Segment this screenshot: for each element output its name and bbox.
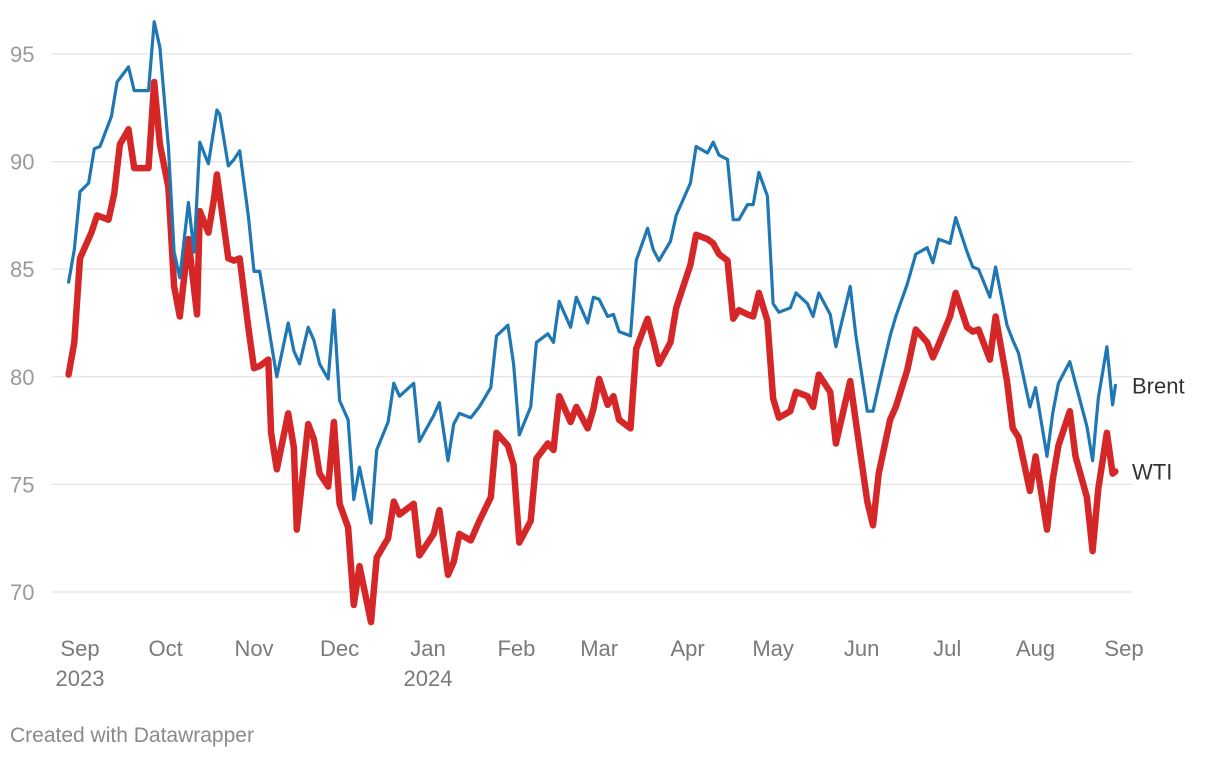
series-label-wti: WTI bbox=[1132, 459, 1172, 484]
y-tick-label: 75 bbox=[10, 472, 34, 497]
x-tick-label: Sep bbox=[1104, 636, 1143, 661]
y-tick-label: 90 bbox=[10, 150, 34, 175]
x-tick-year-label: 2024 bbox=[404, 666, 453, 691]
x-tick-label: May bbox=[752, 636, 794, 661]
x-tick-label: Aug bbox=[1016, 636, 1055, 661]
x-tick-label: Feb bbox=[497, 636, 535, 661]
y-tick-label: 70 bbox=[10, 580, 34, 605]
x-tick-label: Jan bbox=[410, 636, 445, 661]
x-tick-label: Jun bbox=[844, 636, 879, 661]
x-tick-label: Oct bbox=[148, 636, 182, 661]
y-tick-label: 95 bbox=[10, 42, 34, 67]
x-tick-label: Sep bbox=[60, 636, 99, 661]
series-line-brent bbox=[67, 20, 1117, 525]
x-tick-label: Apr bbox=[670, 636, 704, 661]
x-tick-year-label: 2023 bbox=[56, 666, 105, 691]
x-tick-label: Jul bbox=[933, 636, 961, 661]
y-tick-label: 80 bbox=[10, 365, 34, 390]
x-axis: Sep 2023 Oct Nov Dec Jan 2024 Feb Mar Apr May Jun Ju… bbox=[56, 636, 1144, 691]
x-tick-label: Mar bbox=[580, 636, 618, 661]
series-line-wti bbox=[65, 78, 1119, 626]
footer-credit: Created with Datawrapper bbox=[10, 724, 254, 747]
series-layer bbox=[65, 20, 1119, 626]
series-labels: Brent WTI bbox=[1132, 373, 1185, 484]
y-tick-label: 85 bbox=[10, 257, 34, 282]
series-label-brent: Brent bbox=[1132, 373, 1185, 398]
x-tick-label: Nov bbox=[234, 636, 273, 661]
y-axis: 70 75 80 85 90 95 bbox=[10, 42, 34, 605]
x-tick-label: Dec bbox=[320, 636, 359, 661]
